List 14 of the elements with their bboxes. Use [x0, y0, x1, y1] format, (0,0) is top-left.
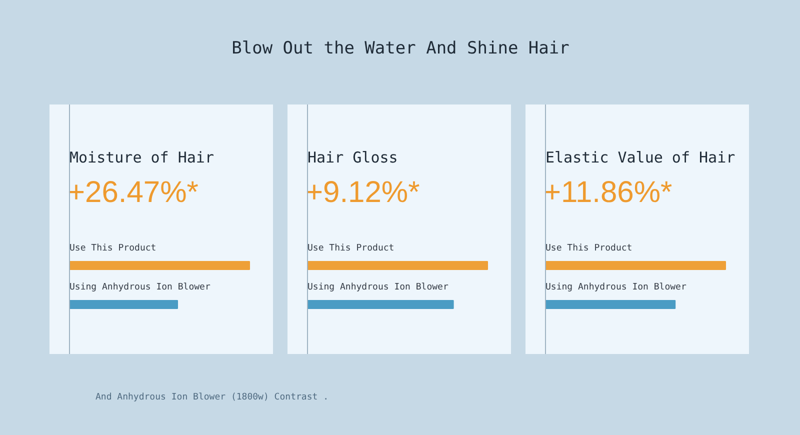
text: Blow Out the Water And Shine Hair — [232, 38, 570, 58]
chart-title: Moisture of Hair — [70, 148, 214, 166]
chart-subtitle: +11.86%* — [544, 176, 673, 209]
y-tick-label: Use This Product — [546, 244, 632, 254]
y-tick-label: Using Anhydrous Ion Blower — [546, 282, 687, 292]
y-tick-label: Use This Product — [308, 244, 394, 254]
text: And Anhydrous Ion Blower (1800w) Contrast . — [96, 392, 328, 402]
chart-subtitle: +26.47%* — [68, 176, 199, 209]
chart-title: Hair Gloss — [308, 148, 398, 166]
y-tick-label: Using Anhydrous Ion Blower — [70, 282, 211, 292]
chart-title: Elastic Value of Hair — [546, 148, 736, 166]
y-tick-label: Using Anhydrous Ion Blower — [308, 282, 449, 292]
chart-subtitle: +9.12%* — [306, 176, 420, 209]
y-tick-label: Use This Product — [70, 244, 156, 254]
